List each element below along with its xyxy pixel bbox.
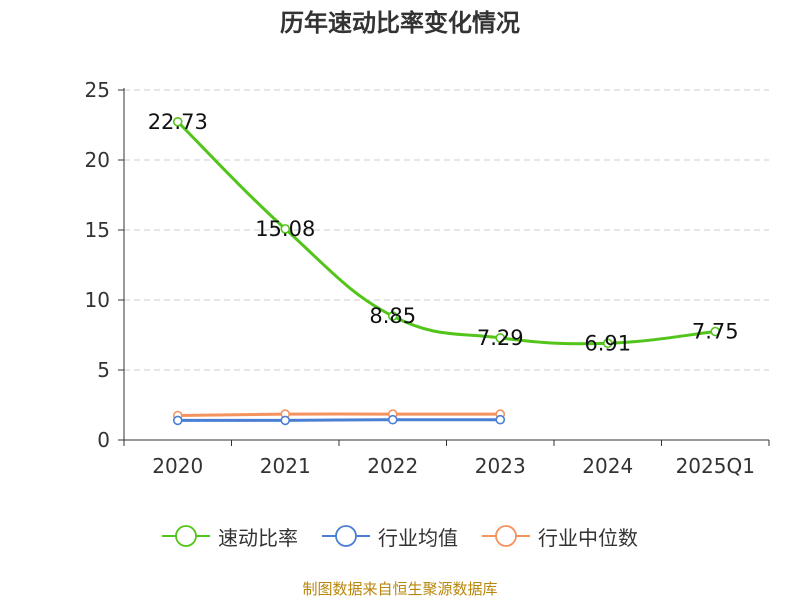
series-1 bbox=[172, 414, 506, 426]
data-label: 8.85 bbox=[369, 304, 416, 328]
data-point bbox=[172, 116, 183, 127]
x-tick-label: 2025Q1 bbox=[676, 454, 755, 478]
x-tick-label: 2023 bbox=[475, 454, 526, 478]
data-point bbox=[172, 415, 183, 426]
x-tick-label: 2022 bbox=[367, 454, 418, 478]
series-lines bbox=[172, 116, 721, 426]
data-point bbox=[495, 414, 506, 425]
legend-marker-icon bbox=[162, 525, 210, 547]
y-tick-label: 25 bbox=[85, 78, 110, 102]
data-point bbox=[602, 338, 613, 349]
y-tick-label: 0 bbox=[97, 428, 110, 452]
legend-label: 速动比率 bbox=[218, 525, 298, 550]
source-note: 制图数据来自恒生聚源数据库 bbox=[302, 580, 498, 598]
data-point bbox=[495, 333, 506, 343]
data-point bbox=[280, 415, 291, 426]
data-point bbox=[387, 311, 398, 321]
data-label: 22.73 bbox=[148, 110, 208, 134]
y-tick-label: 10 bbox=[85, 288, 110, 312]
legend-label: 行业中位数 bbox=[538, 525, 638, 550]
chart-title: 历年速动比率变化情况 bbox=[280, 9, 520, 37]
data-point bbox=[387, 414, 398, 425]
series-line bbox=[177, 418, 501, 422]
x-tick-label: 2020 bbox=[152, 454, 203, 478]
y-tick-label: 15 bbox=[85, 218, 110, 242]
legend-item[interactable]: 行业中位数 bbox=[482, 522, 638, 551]
gridlines bbox=[124, 89, 769, 371]
data-point bbox=[280, 224, 291, 234]
legend-item[interactable]: 速动比率 bbox=[162, 522, 298, 551]
legend-label: 行业均值 bbox=[378, 525, 458, 550]
data-labels: 22.73 15.08 8.85 7.29 6.91 7.75 bbox=[148, 110, 739, 355]
axes: 0 5 10 15 20 25 2020 2021 2022 2023 2024 2025Q1 bbox=[85, 78, 770, 478]
legend-marker-icon bbox=[482, 525, 530, 547]
data-label: 15.08 bbox=[255, 217, 315, 241]
series-line bbox=[176, 120, 716, 346]
data-point bbox=[710, 326, 721, 337]
series-0 bbox=[172, 116, 721, 349]
x-tick-label: 2024 bbox=[582, 454, 633, 478]
y-tick-label: 5 bbox=[97, 358, 110, 382]
data-label: 6.91 bbox=[584, 331, 631, 355]
data-label: 7.75 bbox=[692, 320, 739, 344]
x-tick-label: 2021 bbox=[260, 454, 311, 478]
legend: 速动比率 行业均值 行业中位数 bbox=[0, 520, 800, 552]
series-2 bbox=[172, 409, 506, 421]
legend-item[interactable]: 行业均值 bbox=[322, 522, 458, 551]
legend-marker-icon bbox=[322, 525, 370, 547]
data-label: 7.29 bbox=[477, 326, 524, 350]
y-tick-label: 20 bbox=[85, 148, 110, 172]
series-line bbox=[177, 412, 501, 417]
